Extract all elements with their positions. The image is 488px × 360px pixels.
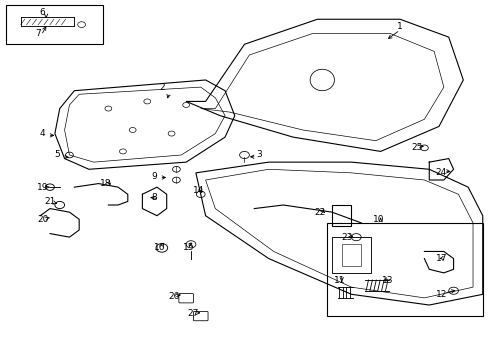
Text: 20: 20 xyxy=(37,215,48,224)
Text: 2: 2 xyxy=(159,83,164,92)
Text: 26: 26 xyxy=(168,292,179,301)
Text: 3: 3 xyxy=(256,150,262,159)
Text: 1: 1 xyxy=(396,22,402,31)
Bar xyxy=(331,237,370,273)
Text: 19: 19 xyxy=(37,183,48,192)
Bar xyxy=(6,5,103,44)
Text: 22: 22 xyxy=(314,208,325,217)
Text: 23: 23 xyxy=(340,233,351,242)
Text: 15: 15 xyxy=(183,243,194,252)
Text: 7: 7 xyxy=(36,29,41,38)
Bar xyxy=(326,223,482,316)
Text: 27: 27 xyxy=(187,310,199,319)
Text: 8: 8 xyxy=(151,193,157,202)
Text: 4: 4 xyxy=(40,129,45,138)
Text: 14: 14 xyxy=(192,186,203,195)
Text: 25: 25 xyxy=(410,143,422,152)
Text: 13: 13 xyxy=(382,275,393,284)
Text: 21: 21 xyxy=(44,197,56,206)
Text: 11: 11 xyxy=(333,275,345,284)
Bar xyxy=(341,244,361,266)
Text: 9: 9 xyxy=(151,172,157,181)
Text: 24: 24 xyxy=(435,168,446,177)
Text: 6: 6 xyxy=(40,8,45,17)
Text: 12: 12 xyxy=(435,290,446,299)
Text: 16: 16 xyxy=(153,243,165,252)
Text: 5: 5 xyxy=(54,150,60,159)
Text: 17: 17 xyxy=(435,254,446,263)
Text: 18: 18 xyxy=(100,179,111,188)
Text: 10: 10 xyxy=(372,215,383,224)
